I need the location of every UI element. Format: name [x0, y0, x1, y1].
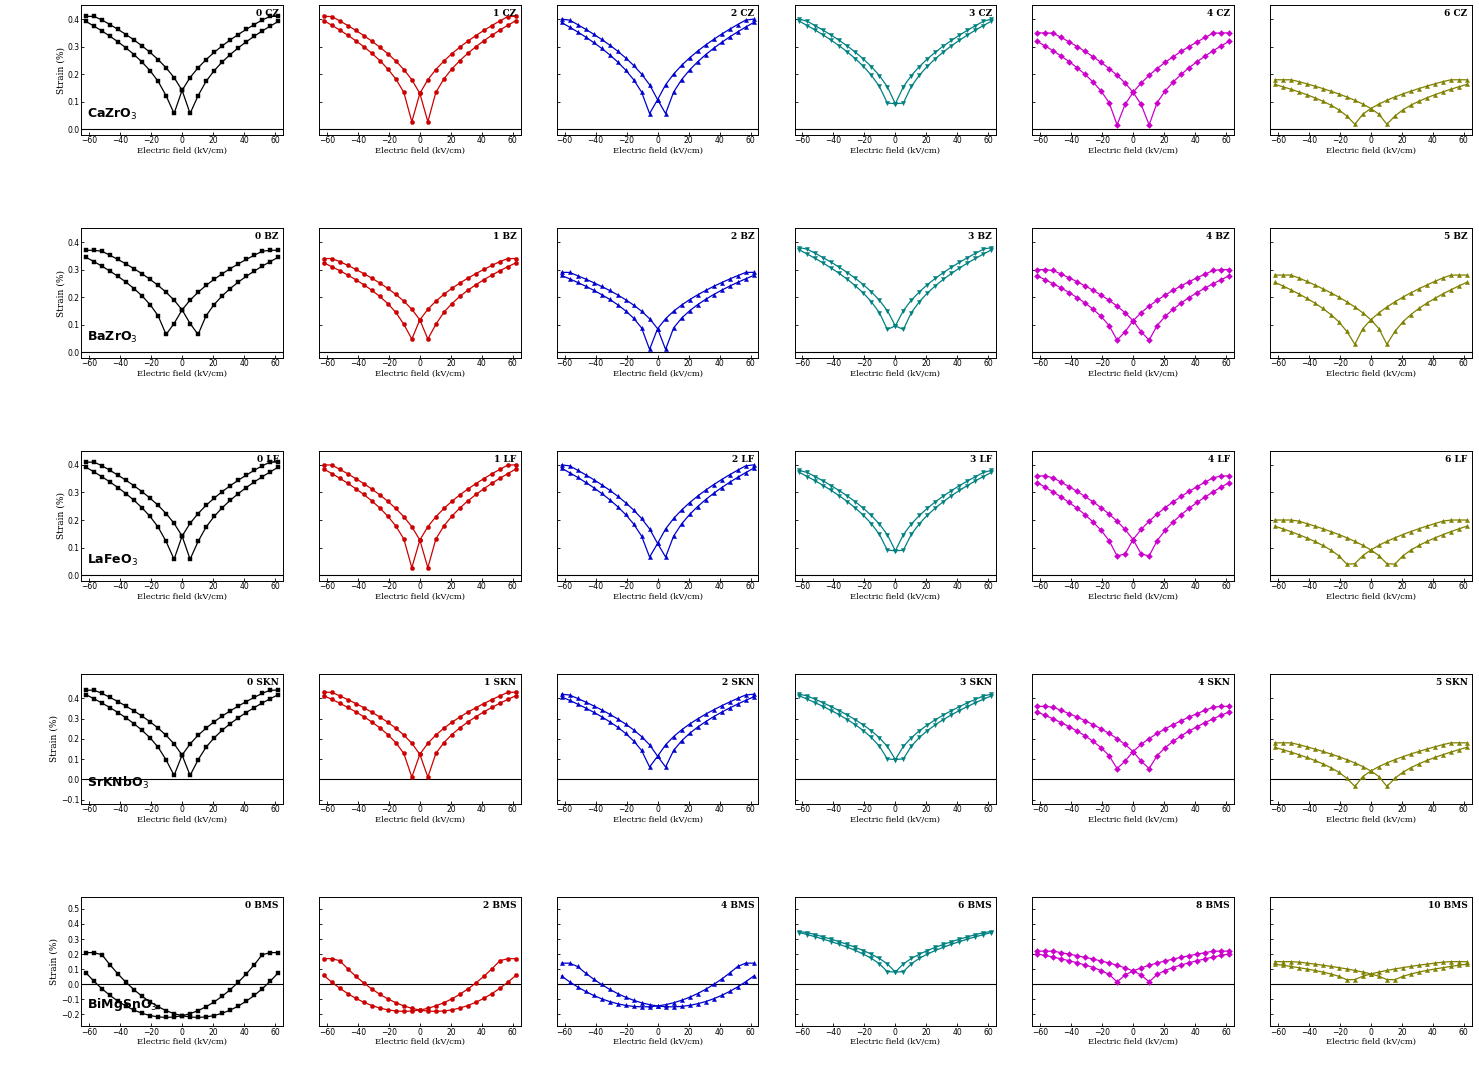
X-axis label: Electric field (kV/cm): Electric field (kV/cm)	[850, 369, 941, 378]
X-axis label: Electric field (kV/cm): Electric field (kV/cm)	[612, 146, 703, 155]
X-axis label: Electric field (kV/cm): Electric field (kV/cm)	[1325, 369, 1415, 378]
X-axis label: Electric field (kV/cm): Electric field (kV/cm)	[374, 369, 464, 378]
Text: 6 LF: 6 LF	[1445, 455, 1467, 464]
Text: 3 CZ: 3 CZ	[969, 10, 992, 18]
X-axis label: Electric field (kV/cm): Electric field (kV/cm)	[612, 1038, 703, 1047]
X-axis label: Electric field (kV/cm): Electric field (kV/cm)	[1089, 146, 1179, 155]
Text: 5 BZ: 5 BZ	[1444, 233, 1467, 241]
Text: 4 BZ: 4 BZ	[1207, 233, 1231, 241]
Text: 0 SKN: 0 SKN	[247, 678, 280, 687]
X-axis label: Electric field (kV/cm): Electric field (kV/cm)	[374, 146, 464, 155]
Text: 1 CZ: 1 CZ	[494, 10, 516, 18]
X-axis label: Electric field (kV/cm): Electric field (kV/cm)	[1325, 592, 1415, 601]
X-axis label: Electric field (kV/cm): Electric field (kV/cm)	[850, 815, 941, 824]
Y-axis label: Strain (%): Strain (%)	[50, 938, 59, 985]
X-axis label: Electric field (kV/cm): Electric field (kV/cm)	[374, 1038, 464, 1047]
Y-axis label: Strain (%): Strain (%)	[56, 47, 65, 94]
Text: 1 SKN: 1 SKN	[485, 678, 516, 687]
X-axis label: Electric field (kV/cm): Electric field (kV/cm)	[612, 815, 703, 824]
Text: 10 BMS: 10 BMS	[1427, 901, 1467, 910]
Y-axis label: Strain (%): Strain (%)	[56, 492, 65, 540]
X-axis label: Electric field (kV/cm): Electric field (kV/cm)	[850, 146, 941, 155]
X-axis label: Electric field (kV/cm): Electric field (kV/cm)	[1325, 815, 1415, 824]
Text: 2 BZ: 2 BZ	[731, 233, 754, 241]
X-axis label: Electric field (kV/cm): Electric field (kV/cm)	[1089, 592, 1179, 601]
Text: 3 BZ: 3 BZ	[969, 233, 992, 241]
Text: 2 LF: 2 LF	[732, 455, 754, 464]
X-axis label: Electric field (kV/cm): Electric field (kV/cm)	[138, 815, 228, 824]
Text: 2 SKN: 2 SKN	[722, 678, 754, 687]
X-axis label: Electric field (kV/cm): Electric field (kV/cm)	[850, 1038, 941, 1047]
Text: 0 BMS: 0 BMS	[246, 901, 280, 910]
X-axis label: Electric field (kV/cm): Electric field (kV/cm)	[1089, 369, 1179, 378]
Text: 6 CZ: 6 CZ	[1445, 10, 1467, 18]
X-axis label: Electric field (kV/cm): Electric field (kV/cm)	[850, 592, 941, 601]
Text: 2 CZ: 2 CZ	[731, 10, 754, 18]
X-axis label: Electric field (kV/cm): Electric field (kV/cm)	[1325, 1038, 1415, 1047]
X-axis label: Electric field (kV/cm): Electric field (kV/cm)	[612, 592, 703, 601]
Text: 6 BMS: 6 BMS	[958, 901, 992, 910]
Y-axis label: Strain (%): Strain (%)	[56, 270, 65, 317]
Text: 5 SKN: 5 SKN	[1436, 678, 1467, 687]
Text: 0 BZ: 0 BZ	[256, 233, 280, 241]
X-axis label: Electric field (kV/cm): Electric field (kV/cm)	[612, 369, 703, 378]
Text: LaFeO$_3$: LaFeO$_3$	[87, 553, 139, 568]
X-axis label: Electric field (kV/cm): Electric field (kV/cm)	[374, 592, 464, 601]
Text: 4 SKN: 4 SKN	[1198, 678, 1231, 687]
Text: 3 LF: 3 LF	[970, 455, 992, 464]
Text: 3 SKN: 3 SKN	[960, 678, 992, 687]
Text: BaZrO$_3$: BaZrO$_3$	[87, 330, 138, 345]
Text: 4 LF: 4 LF	[1208, 455, 1231, 464]
Text: 1 LF: 1 LF	[494, 455, 516, 464]
Text: 1 BZ: 1 BZ	[493, 233, 516, 241]
X-axis label: Electric field (kV/cm): Electric field (kV/cm)	[138, 146, 228, 155]
Text: CaZrO$_3$: CaZrO$_3$	[87, 107, 138, 122]
X-axis label: Electric field (kV/cm): Electric field (kV/cm)	[138, 1038, 228, 1047]
Text: 4 BMS: 4 BMS	[720, 901, 754, 910]
Text: 4 CZ: 4 CZ	[1207, 10, 1231, 18]
X-axis label: Electric field (kV/cm): Electric field (kV/cm)	[138, 592, 228, 601]
Text: 2 BMS: 2 BMS	[484, 901, 516, 910]
X-axis label: Electric field (kV/cm): Electric field (kV/cm)	[1325, 146, 1415, 155]
Text: SrKNbO$_3$: SrKNbO$_3$	[87, 775, 149, 791]
Text: 0 LF: 0 LF	[257, 455, 280, 464]
X-axis label: Electric field (kV/cm): Electric field (kV/cm)	[1089, 815, 1179, 824]
Y-axis label: Strain (%): Strain (%)	[50, 715, 59, 762]
Text: 0 CZ: 0 CZ	[256, 10, 280, 18]
X-axis label: Electric field (kV/cm): Electric field (kV/cm)	[138, 369, 228, 378]
X-axis label: Electric field (kV/cm): Electric field (kV/cm)	[374, 815, 464, 824]
Text: BiMgSnO$_3$: BiMgSnO$_3$	[87, 997, 158, 1014]
Text: 8 BMS: 8 BMS	[1197, 901, 1231, 910]
X-axis label: Electric field (kV/cm): Electric field (kV/cm)	[1089, 1038, 1179, 1047]
